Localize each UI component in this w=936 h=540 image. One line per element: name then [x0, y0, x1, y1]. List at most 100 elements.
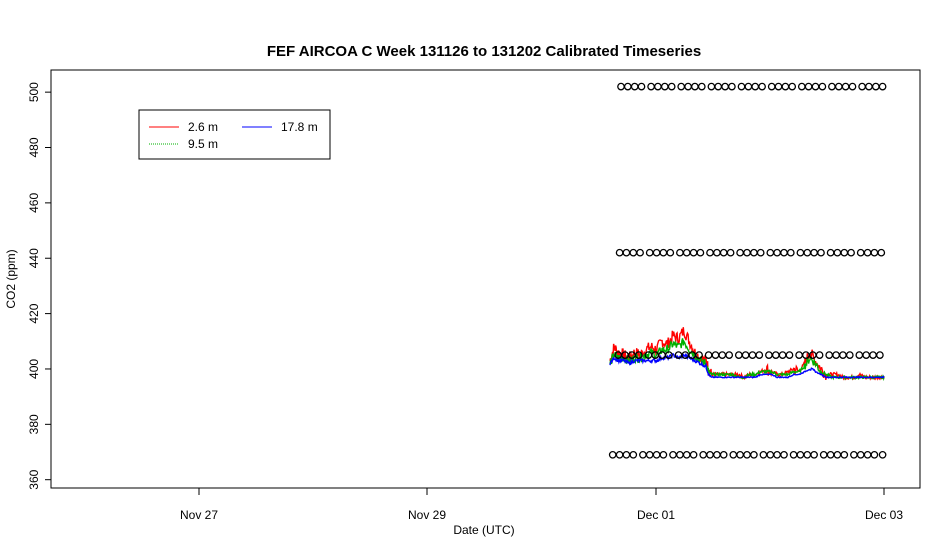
- x-tick-label-3: Dec 03: [865, 508, 903, 522]
- std-point-1-11: [696, 248, 705, 257]
- std-point-0-12: [707, 82, 716, 91]
- std-point-0-10: [691, 82, 699, 91]
- std-point-3-36: [878, 450, 887, 459]
- std-point-1-28: [826, 248, 835, 257]
- std-point-3-27: [810, 450, 818, 459]
- std-point-0-28: [828, 82, 836, 91]
- std-point-3-25: [796, 450, 805, 459]
- std-point-1-19: [756, 248, 765, 257]
- std-point-3-2: [622, 450, 631, 459]
- std-point-3-24: [789, 450, 798, 459]
- std-point-0-23: [788, 82, 797, 91]
- x-axis: Nov 27 Nov 29 Dec 01 Dec 03: [180, 488, 903, 522]
- std-point-3-21: [766, 450, 775, 459]
- std-point-1-10: [689, 248, 698, 257]
- std-point-3-9: [676, 450, 684, 459]
- std-point-1-35: [877, 248, 886, 257]
- std-point-1-27: [817, 248, 825, 257]
- y-axis-label: CO2 (ppm): [4, 249, 18, 308]
- y-tick-label-380: 380: [27, 414, 41, 434]
- std-point-0-6: [660, 82, 669, 91]
- std-point-1-1: [622, 248, 631, 257]
- std-point-1-17: [743, 248, 751, 257]
- std-point-3-26: [803, 450, 812, 459]
- std-point-1-21: [773, 248, 781, 257]
- std-point-3-22: [773, 450, 781, 459]
- std-point-3-14: [713, 450, 721, 459]
- y-tick-label-360: 360: [27, 469, 41, 489]
- y-tick-label-500: 500: [27, 82, 41, 102]
- std-point-2-17: [741, 351, 750, 359]
- std-point-3-28: [819, 450, 828, 459]
- std-point-2-31: [845, 351, 854, 359]
- std-point-1-25: [803, 248, 812, 257]
- std-point-2-22: [778, 351, 787, 359]
- std-point-1-7: [666, 248, 675, 257]
- std-point-1-9: [682, 248, 691, 257]
- std-point-1-30: [840, 248, 849, 257]
- std-point-0-16: [737, 82, 746, 91]
- std-point-3-10: [682, 450, 691, 459]
- std-point-2-35: [876, 351, 884, 359]
- x-axis-label: Date (UTC): [453, 523, 514, 537]
- std-point-3-12: [699, 450, 708, 459]
- std-point-3-35: [870, 450, 879, 459]
- std-point-1-29: [833, 248, 842, 257]
- legend-label-9-5m: 9.5 m: [188, 137, 218, 151]
- std-point-1-6: [659, 248, 668, 257]
- standards-points: [608, 82, 887, 459]
- legend-label-17-8m: 17.8 m: [281, 120, 318, 134]
- std-point-2-29: [832, 351, 840, 359]
- std-point-3-17: [736, 450, 744, 459]
- std-point-2-11: [695, 351, 703, 359]
- std-point-3-18: [743, 450, 751, 459]
- std-point-0-21: [774, 82, 783, 91]
- y-tick-label-420: 420: [27, 303, 41, 323]
- std-point-1-2: [629, 248, 638, 257]
- std-point-1-8: [676, 248, 684, 257]
- std-point-0-24: [797, 82, 806, 91]
- std-point-0-26: [811, 82, 820, 91]
- std-point-2-28: [825, 351, 834, 359]
- y-tick-label-440: 440: [27, 248, 41, 268]
- x-tick-label-0: Nov 27: [180, 508, 218, 522]
- std-point-1-16: [736, 248, 744, 257]
- std-point-3-33: [856, 450, 865, 459]
- std-point-1-23: [786, 248, 795, 257]
- std-point-1-32: [856, 248, 865, 257]
- std-point-1-31: [847, 248, 855, 257]
- std-point-1-18: [750, 248, 758, 257]
- std-point-0-7: [667, 82, 676, 91]
- std-point-0-17: [744, 82, 753, 91]
- std-point-1-4: [645, 248, 654, 257]
- std-point-0-31: [848, 82, 857, 91]
- std-point-1-13: [713, 248, 721, 257]
- std-point-3-13: [706, 450, 714, 459]
- std-point-3-15: [719, 450, 728, 459]
- std-point-3-8: [669, 450, 677, 459]
- std-point-1-12: [706, 248, 714, 257]
- legend: 2.6 m 9.5 m 17.8 m: [138, 109, 331, 160]
- std-point-0-29: [834, 82, 843, 91]
- std-point-3-19: [750, 450, 758, 459]
- std-point-0-11: [697, 82, 706, 91]
- std-point-1-20: [766, 248, 775, 257]
- std-point-3-0: [608, 450, 617, 459]
- std-point-0-5: [654, 82, 662, 91]
- std-point-3-29: [826, 450, 835, 459]
- y-axis: 360 380 400 420 440 460 480 500: [27, 82, 51, 490]
- std-point-0-0: [617, 82, 625, 91]
- std-point-3-31: [840, 450, 849, 459]
- std-point-0-20: [767, 82, 776, 91]
- std-point-2-23: [785, 351, 794, 359]
- std-point-0-13: [714, 82, 723, 91]
- series-line-2: [609, 352, 885, 379]
- std-point-0-30: [841, 82, 850, 91]
- std-point-3-11: [689, 450, 698, 459]
- x-tick-label-1: Nov 29: [408, 508, 446, 522]
- std-point-2-27: [815, 351, 824, 359]
- std-point-3-1: [615, 450, 624, 459]
- legend-label-2-6m: 2.6 m: [188, 120, 218, 134]
- std-point-0-33: [865, 82, 873, 91]
